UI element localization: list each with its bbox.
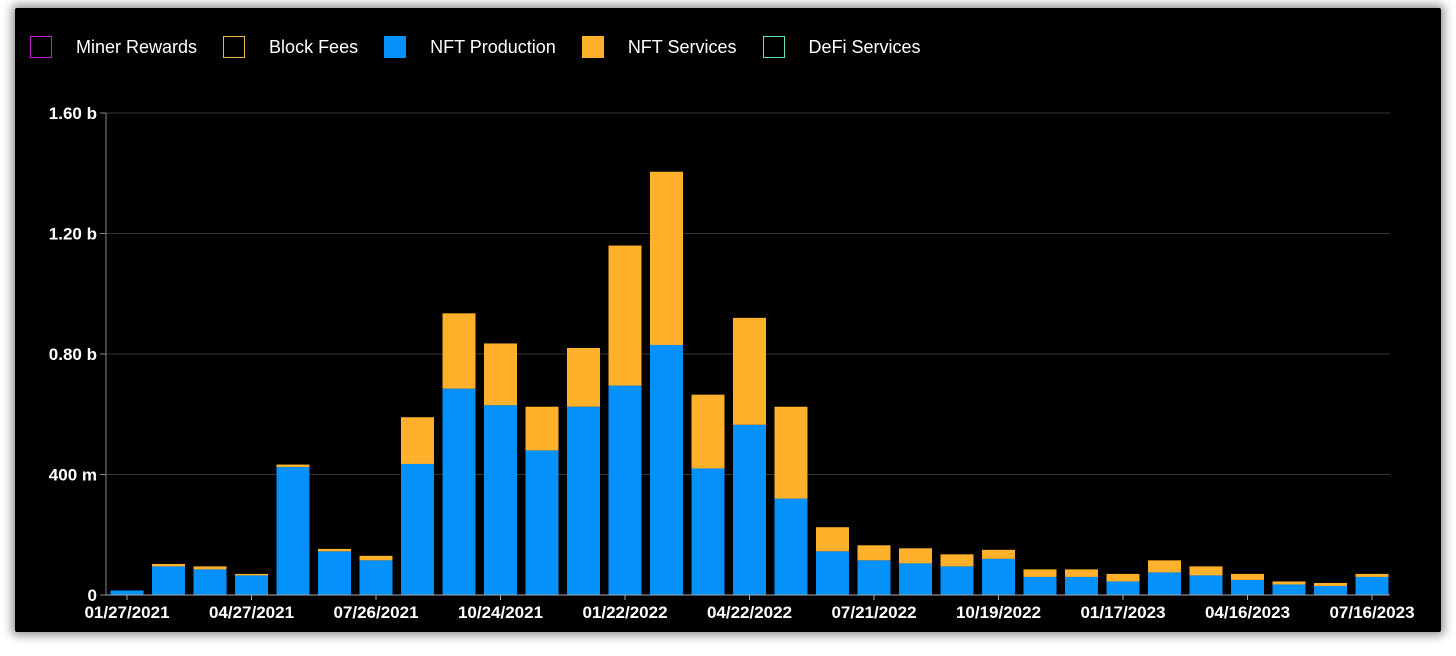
bar-nft-production-21 [982,558,1015,595]
bar-nft-production-25 [1148,572,1181,595]
bar-nft-production-13 [650,344,683,595]
bar-nft-production-5 [318,551,351,595]
bar-nft-services-30 [1355,573,1389,577]
bar-nft-production-2 [193,569,227,595]
bar-nft-services-7 [401,417,434,464]
bar-nft-production-26 [1189,575,1223,595]
bar-nft-services-23 [1065,569,1098,577]
bar-nft-production-22 [1023,576,1057,595]
bar-nft-services-1 [152,563,185,567]
bar-nft-services-24 [1106,573,1140,582]
bar-nft-production-1 [152,566,185,595]
legend-swatch-block-fees [223,36,246,58]
bar-nft-production-17 [816,551,849,595]
bar-nft-services-4 [276,464,310,467]
bar-nft-production-30 [1355,576,1389,595]
bar-nft-production-4 [276,466,310,595]
bar-nft-production-27 [1231,579,1264,595]
bar-nft-services-17 [816,527,849,552]
bar-nft-services-11 [567,347,600,407]
chart-legend: Miner Rewards Block Fees NFT Production … [30,34,947,60]
bar-nft-production-10 [525,450,559,595]
x-tick-label-8: 01/17/2023 [1080,603,1165,622]
bar-nft-production-12 [608,385,642,595]
y-tick-label-1: 1.20 b [49,225,97,244]
bar-nft-services-8 [442,313,476,389]
legend-label-nft-production: NFT Production [430,36,556,57]
legend-item-defi-services[interactable]: DeFi Services [762,36,921,58]
legend-swatch-nft-production [384,36,407,58]
x-tick-label-3: 10/24/2021 [458,603,543,622]
legend-label-defi-services: DeFi Services [808,36,921,57]
y-tick-label-3: 400 m [49,466,97,485]
legend-swatch-nft-services [581,36,604,58]
legend-item-block-fees[interactable]: Block Fees [223,36,358,58]
bar-nft-production-14 [691,468,725,595]
legend-swatch-miner-rewards [30,36,52,58]
x-tick-label-5: 04/22/2022 [707,603,792,622]
bar-nft-production-24 [1106,581,1140,595]
bar-nft-production-3 [235,575,268,595]
bar-nft-services-5 [318,548,351,552]
bar-nft-services-13 [650,171,683,345]
y-tick-label-4: 0 [88,586,97,605]
bar-nft-services-21 [982,549,1015,559]
bar-nft-production-18 [857,560,891,595]
bar-nft-production-19 [899,563,932,595]
bar-nft-production-16 [774,498,808,595]
bar-nft-services-28 [1272,581,1306,585]
chart-panel [15,8,1441,632]
bar-nft-production-8 [442,388,476,595]
legend-item-nft-production[interactable]: NFT Production [384,36,556,58]
legend-item-miner-rewards[interactable]: Miner Rewards [30,36,197,58]
bar-nft-production-29 [1314,585,1347,595]
bar-nft-services-9 [484,343,517,406]
bar-nft-services-22 [1023,569,1057,577]
bar-nft-services-6 [359,555,393,561]
bar-nft-services-12 [608,245,642,386]
y-tick-label-2: 0.80 b [49,345,97,364]
bar-nft-services-18 [857,545,891,561]
bar-nft-production-20 [940,566,974,595]
bar-nft-services-20 [940,554,974,567]
bar-nft-services-19 [899,548,932,564]
bar-nft-services-14 [691,394,725,469]
legend-label-miner-rewards: Miner Rewards [76,36,198,57]
bar-nft-production-15 [733,424,766,595]
bar-nft-services-26 [1189,566,1223,576]
bar-nft-production-6 [359,560,393,595]
legend-label-nft-services: NFT Services [627,36,737,57]
x-tick-label-1: 04/27/2021 [209,603,294,622]
bar-nft-services-25 [1148,560,1181,573]
x-tick-label-6: 07/21/2022 [831,603,916,622]
bar-nft-production-23 [1065,576,1098,595]
x-tick-label-4: 01/22/2022 [582,603,667,622]
bar-nft-production-9 [484,405,517,595]
bar-nft-services-3 [235,573,268,576]
x-tick-label-10: 07/16/2023 [1329,603,1414,622]
y-tick-label-0: 1.60 b [49,104,97,123]
bar-nft-production-7 [401,463,434,595]
x-tick-label-2: 07/26/2021 [333,603,418,622]
x-tick-label-0: 01/27/2021 [84,603,169,622]
bar-nft-services-27 [1231,573,1264,580]
legend-swatch-defi-services [762,36,785,58]
bar-nft-production-0 [110,590,144,595]
bar-nft-services-10 [525,406,559,451]
bar-nft-services-15 [733,317,766,425]
bar-nft-production-11 [567,406,600,595]
legend-label-block-fees: Block Fees [269,36,359,57]
x-tick-label-7: 10/19/2022 [956,603,1041,622]
bar-nft-production-28 [1272,584,1306,595]
bar-nft-services-2 [193,566,227,570]
bar-nft-services-16 [774,406,808,499]
legend-item-nft-services[interactable]: NFT Services [581,36,737,58]
bar-nft-services-29 [1314,582,1347,586]
x-tick-label-9: 04/16/2023 [1205,603,1290,622]
